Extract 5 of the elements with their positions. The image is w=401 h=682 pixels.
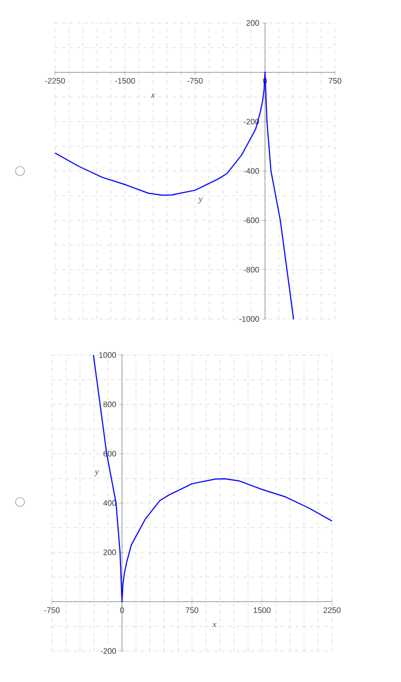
line-series [92, 354, 333, 602]
x-axis-title: x [150, 94, 155, 98]
y-axis-title: y [94, 470, 99, 476]
x-axis-title: x [212, 622, 216, 628]
y-axis-title: y [198, 198, 203, 204]
